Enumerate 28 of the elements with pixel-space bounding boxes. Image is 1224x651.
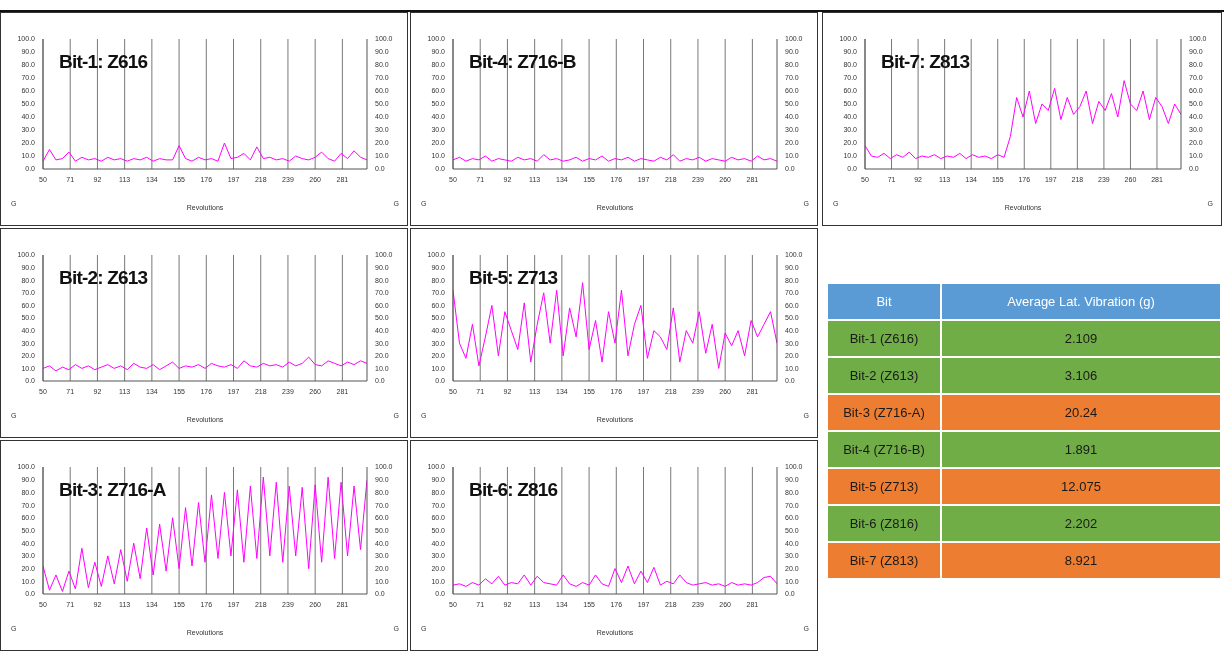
data-label: 3.106 [941,357,1221,394]
category-label: Bit-5 (Z713) [827,468,941,505]
data-label: 8.921 [941,542,1221,579]
line-series [453,565,777,587]
data-label: 2.202 [941,505,1221,542]
line-series [453,282,777,369]
text: Bit-4: Z716-B [469,51,576,73]
line-series [43,142,367,162]
category-label: Bit-1 (Z616) [827,320,941,357]
data-label: 12.075 [941,468,1221,505]
text: Bit-6: Z816 [469,479,558,501]
line-series [865,80,1181,160]
text: Bit-3: Z716-A [59,479,166,501]
data-label: 20.24 [941,394,1221,431]
category-label: Bit-4 (Z716-B) [827,431,941,468]
text: Bit [827,283,941,320]
category-label: Bit-3 (Z716-A) [827,394,941,431]
category-label: Bit-7 (Z813) [827,542,941,579]
category-label: Bit-2 (Z613) [827,357,941,394]
text: Bit-5: Z713 [469,267,558,289]
text: Bit-1: Z616 [59,51,148,73]
line-series [43,356,367,372]
category-label: Bit-6 (Z816) [827,505,941,542]
data-label: 1.891 [941,431,1221,468]
line-series [453,154,777,162]
text: Average Lat. Vibration (g) [941,283,1221,320]
text: Bit-2: Z613 [59,267,148,289]
data-label: 2.109 [941,320,1221,357]
